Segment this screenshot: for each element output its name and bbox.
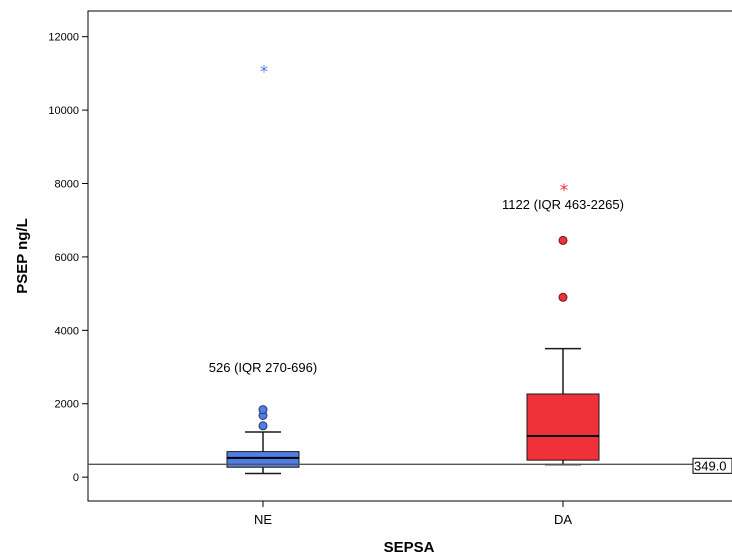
outlier-point xyxy=(258,405,268,415)
extreme-point: * xyxy=(260,63,269,83)
reference-line-label: 349.0 xyxy=(694,458,727,473)
y-tick-label: 0 xyxy=(73,472,79,484)
y-tick-label: 2000 xyxy=(55,399,79,411)
extreme-point: * xyxy=(560,181,569,201)
outlier-point xyxy=(558,235,568,245)
y-tick-label: 6000 xyxy=(55,252,79,264)
y-tick-label: 10000 xyxy=(48,105,79,117)
y-tick-label: 4000 xyxy=(55,325,79,337)
outlier-point xyxy=(558,292,568,302)
box-group-da: *1122 (IQR 463-2265) xyxy=(502,181,624,466)
plot-frame xyxy=(87,10,732,502)
x-axis-title: SEPSA xyxy=(384,539,435,556)
outlier-point xyxy=(258,421,268,431)
reference-label-box xyxy=(692,457,732,474)
x-category-label: DA xyxy=(554,512,572,527)
iqr-box xyxy=(526,393,600,461)
box-annotation: 526 (IQR 270-696) xyxy=(209,360,317,375)
plot-layer: 0 2000 4000 6000 8000 10000 12000 NE DA * 526 (IQR… xyxy=(48,10,732,527)
x-category-label: NE xyxy=(254,512,272,527)
iqr-box xyxy=(226,451,300,468)
y-axis-title: PSEP ng/L xyxy=(14,218,31,294)
y-tick-label: 12000 xyxy=(48,32,79,44)
y-tick-label: 8000 xyxy=(55,179,79,191)
box-annotation: 1122 (IQR 463-2265) xyxy=(502,197,624,212)
box-group-ne: * 526 (IQR 270-696) xyxy=(209,63,317,475)
